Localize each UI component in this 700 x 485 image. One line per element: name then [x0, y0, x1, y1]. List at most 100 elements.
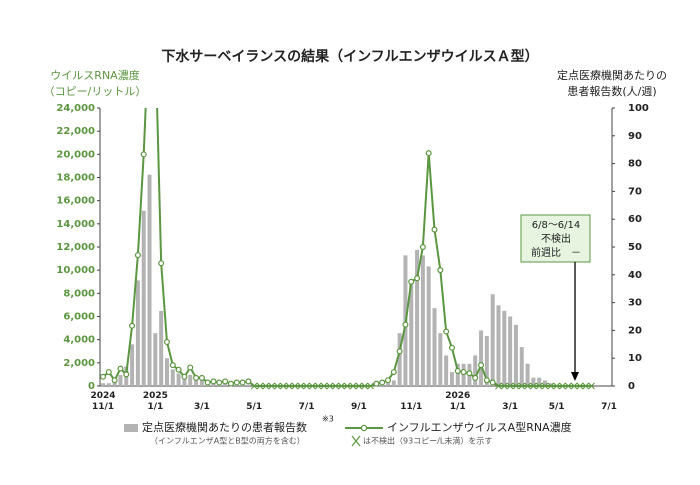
y2-tick-label: 0: [628, 381, 635, 392]
y-tick-label: 24,000: [56, 103, 95, 114]
line-marker: [117, 365, 124, 372]
line-marker: [193, 374, 200, 381]
line-marker: [147, 13, 152, 18]
x-tick-label: 2026 1/1: [445, 391, 471, 412]
bar: [531, 377, 536, 386]
y2-tick-label: 100: [628, 103, 649, 114]
x-tick-label: 7/1: [298, 402, 315, 412]
x-tick-label: 9/1: [351, 402, 367, 412]
line-marker: [227, 380, 234, 387]
x-tick-label: 2024 11/1: [90, 391, 116, 412]
bar: [159, 310, 164, 386]
line-marker: [198, 374, 205, 381]
bar: [130, 344, 135, 386]
line-marker: [448, 344, 455, 351]
bar: [513, 324, 518, 386]
bar: [479, 330, 484, 386]
y-tick-label: 10,000: [56, 265, 95, 276]
line-marker: [140, 151, 147, 158]
x-tick-label: 11/1: [400, 402, 423, 412]
line-marker: [123, 371, 130, 378]
line-marker: [483, 377, 490, 384]
line-marker: [396, 348, 403, 355]
not-detected-marker: [582, 382, 590, 390]
line-marker: [233, 379, 240, 386]
y2-axis-title: 患者報告数(人/週): [567, 85, 656, 98]
not-detected-marker: [320, 382, 328, 390]
not-detected-marker: [506, 382, 514, 390]
bar: [420, 255, 425, 386]
y-tick-label: 12,000: [56, 242, 95, 253]
not-detected-marker: [279, 382, 287, 390]
legend-sub: は不検出（93コピー/L未満）を示す: [363, 436, 492, 446]
line-marker: [187, 364, 194, 371]
not-detected-marker: [303, 382, 310, 390]
line-marker: [204, 379, 211, 386]
line-marker: [402, 321, 409, 328]
bar: [101, 383, 105, 386]
line-marker: [158, 260, 165, 267]
bar: [391, 380, 396, 386]
y-axis-title: （コピー/リットル）: [44, 85, 147, 98]
annotation-text: 6/8～6/14: [532, 220, 581, 231]
y2-tick-label: 50: [628, 242, 642, 253]
line-marker: [169, 362, 176, 369]
not-detected-marker: [338, 382, 345, 390]
x-tick-label: 5/1: [548, 402, 565, 412]
line-marker: [472, 374, 479, 381]
bar: [484, 335, 489, 386]
y-tick-label: 4,000: [63, 335, 95, 346]
y-tick-label: 14,000: [56, 219, 95, 230]
bar: [385, 383, 390, 386]
not-detected-marker: [518, 382, 526, 390]
not-detected-marker: [274, 382, 281, 390]
not-detected-marker: [535, 382, 543, 390]
bar: [147, 174, 152, 386]
legend-swatch: [124, 424, 138, 432]
not-detected-marker: [308, 382, 316, 390]
y-tick-label: 18,000: [56, 173, 95, 184]
y2-tick-label: 80: [628, 159, 642, 170]
line-marker: [466, 370, 473, 377]
y2-tick-label: 30: [628, 298, 642, 309]
not-detected-marker: [262, 382, 270, 390]
bar: [223, 383, 228, 386]
legend-cross: [351, 435, 361, 447]
line-marker: [379, 379, 386, 386]
bar: [543, 380, 548, 386]
not-detected-marker: [367, 382, 374, 390]
not-detected-marker: [570, 382, 578, 390]
line-marker: [460, 369, 467, 376]
y2-tick-label: 10: [628, 353, 642, 364]
bar: [438, 333, 443, 386]
not-detected-marker: [250, 382, 258, 390]
line: [102, 108, 592, 387]
not-detected-marker: [314, 382, 322, 390]
bar: [170, 369, 175, 386]
bar: [426, 266, 431, 386]
bar: [548, 383, 553, 386]
line-marker: [384, 377, 391, 384]
not-detected-marker: [559, 382, 566, 390]
not-detected-marker: [495, 382, 502, 390]
bar: [141, 210, 146, 386]
line-marker: [425, 150, 432, 157]
line-marker: [175, 366, 182, 373]
line-marker: [153, 36, 158, 41]
not-detected-marker: [530, 382, 537, 390]
not-detected-marker: [588, 382, 595, 390]
y2-tick-label: 90: [628, 131, 642, 142]
not-detected-marker: [349, 382, 357, 390]
y-tick-label: 6,000: [63, 312, 95, 323]
bar: [519, 347, 524, 386]
line-marker: [99, 373, 106, 380]
bar: [194, 377, 199, 386]
annotation-arrowhead: [571, 372, 579, 381]
bar: [112, 380, 117, 386]
line-marker: [181, 373, 188, 380]
chart-title: 下水サーベイランスの結果（インフルエンザウイルスＡ型）: [161, 48, 538, 65]
bar: [525, 363, 530, 386]
y2-tick-label: 20: [628, 325, 642, 336]
